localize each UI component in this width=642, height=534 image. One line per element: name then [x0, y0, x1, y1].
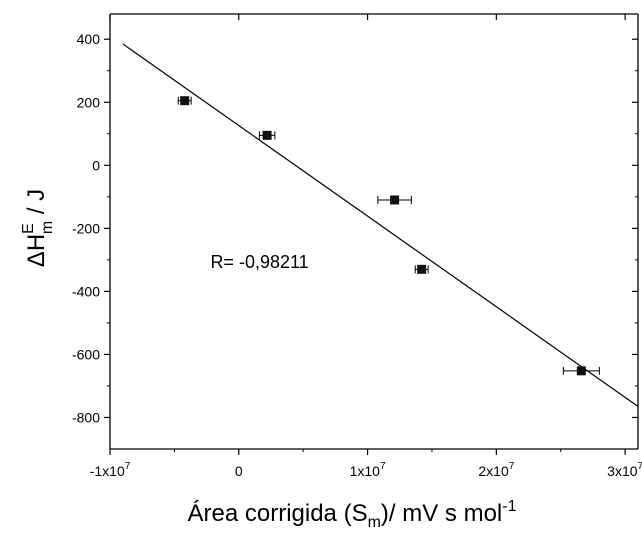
x-axis-title-sub: m [368, 514, 381, 531]
y-tick-label: 200 [77, 94, 101, 110]
x-tick-label-base: 3x10 [607, 463, 638, 479]
x-axis-title: Área corrigida (Sm)/ mV s mol-1 [188, 498, 517, 531]
data-point [262, 130, 272, 140]
fit-line [122, 43, 639, 407]
x-tick-label: 1x107 [350, 461, 386, 479]
axes [104, 13, 639, 455]
y-tick-label: 400 [77, 31, 101, 47]
x-axis-title-main: Área corrigida (S [188, 500, 368, 527]
x-tick-label: 2x107 [478, 461, 514, 479]
x-tick-label-base: 1x10 [350, 463, 381, 479]
x-tick-label-base: -1x10 [90, 463, 125, 479]
y-axis-title-rest: / J [23, 189, 50, 221]
y-axis-title: ΔHE m / J [20, 189, 56, 267]
x-tick-label-exponent: 7 [380, 461, 386, 472]
y-axis-title-sub: m [39, 221, 56, 234]
x-axis-title-sup: -1 [502, 498, 516, 515]
y-tick-label: -800 [72, 409, 100, 425]
y-tick-label: 0 [92, 157, 100, 173]
fit-line-group [122, 43, 639, 407]
x-axis-title-rest: )/ mV s mol [381, 500, 502, 527]
y-tick-label: -600 [72, 346, 100, 362]
r-annotation: R= -0,98211 [210, 252, 308, 272]
data-points [177, 96, 600, 376]
x-tick-label: 0 [235, 463, 243, 479]
x-tick-label-exponent: 7 [638, 461, 642, 472]
x-tick-label-exponent: 7 [125, 461, 131, 472]
y-axis-title-sup: E [20, 223, 37, 234]
x-tick-label: -1x107 [90, 461, 131, 479]
y-tick-label: -400 [72, 283, 100, 299]
data-point [390, 195, 400, 205]
data-point [417, 264, 427, 274]
data-point [180, 96, 190, 106]
x-tick-label-base: 0 [235, 463, 243, 479]
x-tick-label-base: 2x10 [478, 463, 509, 479]
data-point [576, 366, 586, 376]
x-tick-label: 3x107 [607, 461, 642, 479]
y-axis-title-delta: ΔH [23, 234, 50, 267]
x-tick-label-exponent: 7 [509, 461, 515, 472]
y-tick-label: -200 [72, 220, 100, 236]
